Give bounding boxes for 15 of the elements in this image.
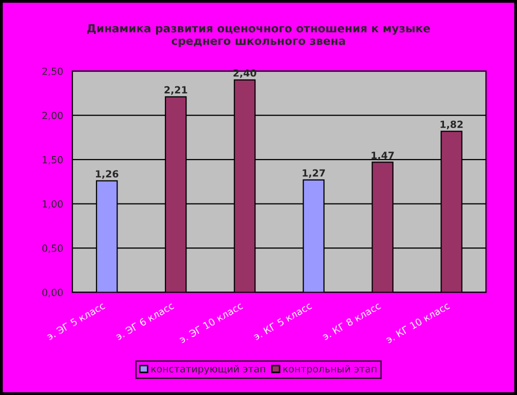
- chart-title: Динамика развития оценочного отношения к музыке среднего школьного звена: [87, 24, 430, 48]
- y-tick-label: 2,50: [42, 68, 63, 76]
- y-tick-label: 1,50: [42, 156, 63, 164]
- legend-label: контрольный этап: [283, 365, 376, 374]
- y-tick-label: 0,50: [42, 244, 63, 253]
- legend-label: констатирующий этап: [151, 365, 266, 374]
- data-label: 1,27: [302, 169, 325, 178]
- y-tick-label: 0,00: [42, 288, 63, 298]
- data-label: 1,47: [372, 152, 394, 160]
- y-tick-label: 2,00: [42, 112, 63, 120]
- data-label: 2,21: [164, 86, 188, 95]
- data-label: 1,26: [96, 170, 118, 179]
- y-tick-label: 1,00: [42, 200, 63, 209]
- data-label: 1,82: [440, 120, 463, 130]
- data-label: 2,40: [233, 69, 256, 78]
